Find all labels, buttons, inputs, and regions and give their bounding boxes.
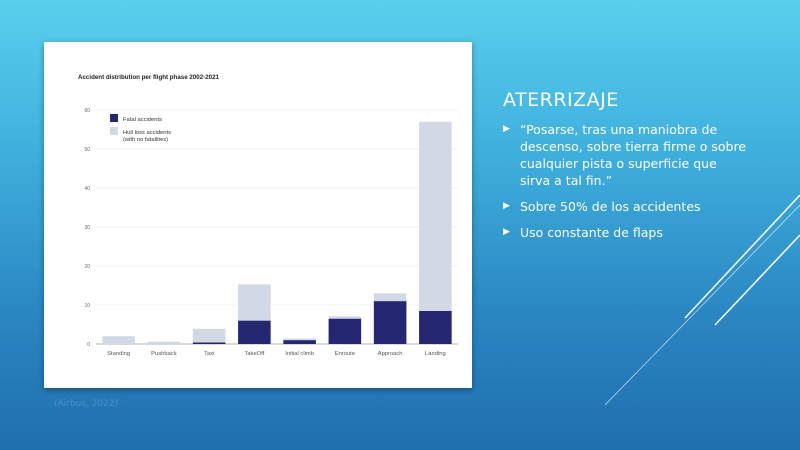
bar-fatal bbox=[238, 320, 271, 344]
x-tick-label: Approach bbox=[378, 351, 403, 357]
x-tick-label: Pushback bbox=[151, 351, 177, 357]
bullet-item: ▶ Sobre 50% de los accidentes bbox=[503, 198, 748, 215]
bullet-text: “Posarse, tras una maniobra de descenso,… bbox=[520, 122, 747, 188]
bar-hull-loss bbox=[328, 316, 362, 319]
x-tick-label: Enroute bbox=[335, 351, 355, 357]
slide-title: ATERRIZAJE bbox=[503, 89, 619, 111]
bar-hull-loss bbox=[283, 338, 316, 341]
y-tick-label: 10 bbox=[84, 303, 90, 309]
y-tick-label: 30 bbox=[84, 225, 90, 231]
bullet-text: Sobre 50% de los accidentes bbox=[520, 199, 701, 214]
bar-hull-loss bbox=[192, 328, 226, 343]
bar-fatal bbox=[328, 318, 362, 344]
legend-swatch-hull bbox=[110, 127, 118, 135]
legend: Fatal accidents Hull loss accidents (wit… bbox=[110, 114, 173, 143]
chart-title: Accident distribution per flight phase 2… bbox=[78, 74, 220, 81]
legend-label-hull: Hull loss accidents (with no fatalities) bbox=[123, 130, 173, 143]
y-tick-label: 0 bbox=[87, 342, 90, 348]
y-tick-label: 50 bbox=[84, 147, 90, 153]
triangle-right-icon: ▶ bbox=[503, 227, 510, 237]
bar-chart: Accident distribution per flight phase 2… bbox=[78, 74, 458, 357]
x-tick-label: Initial climb bbox=[285, 351, 314, 357]
bar-fatal bbox=[192, 342, 226, 344]
triangle-right-icon: ▶ bbox=[503, 201, 510, 211]
bar-fatal bbox=[419, 310, 452, 344]
bullet-item: ▶ Uso constante de flaps bbox=[503, 224, 748, 241]
bullet-item: ▶ “Posarse, tras una maniobra de descens… bbox=[503, 121, 748, 189]
triangle-right-icon: ▶ bbox=[503, 124, 510, 134]
legend-swatch-fatal bbox=[110, 114, 118, 122]
chart-card: Accident distribution per flight phase 2… bbox=[44, 42, 472, 388]
bar-hull-loss bbox=[373, 293, 407, 302]
y-tick-label: 60 bbox=[84, 108, 90, 114]
x-tick-label: Landing bbox=[425, 351, 446, 357]
citation: (Airbus, 2022) bbox=[54, 399, 119, 409]
bar-hull-loss bbox=[419, 121, 452, 311]
bar-fatal bbox=[283, 340, 316, 344]
bar-hull-loss bbox=[102, 336, 135, 344]
x-tick-label: Taxi bbox=[204, 351, 214, 357]
bar-fatal bbox=[373, 301, 407, 344]
y-tick-label: 40 bbox=[84, 186, 90, 192]
bar-hull-loss bbox=[147, 341, 181, 344]
x-tick-label: Standing bbox=[107, 351, 130, 357]
bar-hull-loss bbox=[238, 284, 271, 321]
y-tick-label: 20 bbox=[84, 264, 90, 270]
legend-label-fatal: Fatal accidents bbox=[123, 117, 162, 123]
x-tick-label: TakeOff bbox=[244, 351, 264, 357]
bullet-list: ▶ “Posarse, tras una maniobra de descens… bbox=[503, 121, 748, 250]
bullet-text: Uso constante de flaps bbox=[520, 225, 663, 240]
